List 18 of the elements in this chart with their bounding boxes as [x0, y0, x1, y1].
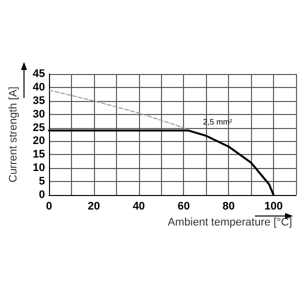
y-axis-title: Current strength [A] — [8, 86, 20, 182]
y-tick-label: 45 — [32, 68, 45, 80]
y-tick-label: 20 — [32, 135, 45, 148]
y-tick-label: 10 — [32, 162, 45, 174]
x-tick-label: 20 — [88, 200, 100, 212]
y-tick-label: 0 — [38, 189, 45, 201]
x-tick-label: 40 — [132, 200, 145, 212]
y-tick-label: 25 — [32, 122, 45, 134]
line-series — [48, 90, 189, 131]
y-tick-label: 40 — [32, 81, 45, 94]
y-tick-label: 35 — [32, 94, 45, 107]
x-tick-label: 60 — [178, 200, 190, 212]
y-tick-label: 5 — [38, 176, 45, 188]
x-tick-label: 100 — [264, 200, 283, 212]
y-tick-label: 15 — [32, 148, 45, 161]
x-tick-label: 80 — [222, 200, 235, 212]
x-axis-title: Ambient temperature [°C] — [168, 216, 292, 228]
y-tick-label: 30 — [32, 108, 45, 120]
